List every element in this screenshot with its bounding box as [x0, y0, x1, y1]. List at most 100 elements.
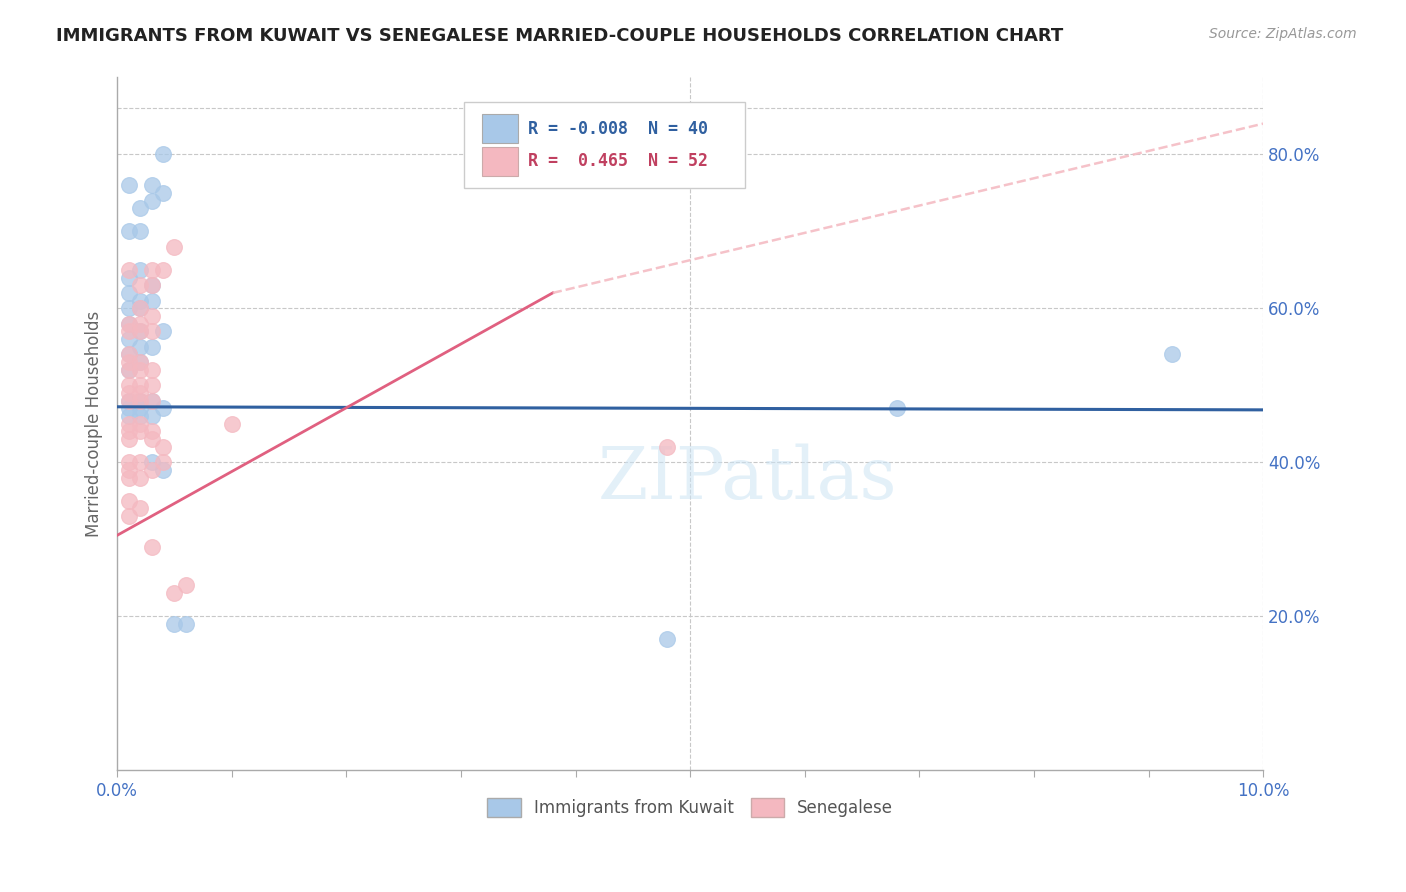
- Text: ZIPatlas: ZIPatlas: [598, 444, 897, 515]
- Point: [141, 425, 163, 439]
- Text: R = -0.008  N = 40: R = -0.008 N = 40: [527, 120, 707, 137]
- Point: [141, 262, 163, 277]
- Point: [129, 378, 152, 392]
- Point: [152, 440, 174, 454]
- Point: [141, 463, 163, 477]
- Point: [118, 363, 141, 377]
- Point: [118, 324, 141, 338]
- Point: [129, 409, 152, 423]
- Legend: Immigrants from Kuwait, Senegalese: Immigrants from Kuwait, Senegalese: [481, 791, 900, 824]
- Point: [129, 393, 152, 408]
- Point: [1160, 347, 1182, 361]
- Point: [118, 378, 141, 392]
- Point: [163, 240, 186, 254]
- Point: [657, 632, 679, 647]
- Point: [129, 340, 152, 354]
- FancyBboxPatch shape: [464, 102, 745, 188]
- Point: [141, 540, 163, 554]
- Point: [129, 455, 152, 469]
- Point: [129, 355, 152, 369]
- Point: [129, 324, 152, 338]
- Point: [129, 355, 152, 369]
- Point: [118, 285, 141, 300]
- Point: [118, 463, 141, 477]
- Point: [118, 355, 141, 369]
- Point: [118, 386, 141, 401]
- Point: [129, 224, 152, 238]
- Point: [118, 317, 141, 331]
- Point: [118, 393, 141, 408]
- Point: [174, 578, 197, 592]
- Point: [129, 501, 152, 516]
- Point: [118, 363, 141, 377]
- Point: [118, 432, 141, 446]
- Point: [141, 378, 163, 392]
- Point: [129, 401, 152, 416]
- Point: [129, 425, 152, 439]
- Point: [118, 417, 141, 431]
- Point: [141, 278, 163, 293]
- FancyBboxPatch shape: [482, 146, 519, 176]
- Point: [118, 425, 141, 439]
- Point: [118, 332, 141, 346]
- Point: [141, 309, 163, 323]
- Point: [129, 301, 152, 316]
- Point: [141, 340, 163, 354]
- Point: [129, 317, 152, 331]
- Point: [141, 293, 163, 308]
- Point: [657, 440, 679, 454]
- Point: [129, 417, 152, 431]
- Point: [118, 509, 141, 524]
- Point: [141, 194, 163, 208]
- Point: [129, 293, 152, 308]
- Point: [129, 393, 152, 408]
- Point: [152, 463, 174, 477]
- Point: [129, 262, 152, 277]
- Point: [118, 301, 141, 316]
- Point: [118, 347, 141, 361]
- Point: [118, 393, 141, 408]
- Point: [152, 324, 174, 338]
- Point: [886, 401, 908, 416]
- Point: [118, 455, 141, 469]
- Point: [118, 401, 141, 416]
- Point: [152, 186, 174, 200]
- Point: [129, 470, 152, 484]
- Point: [118, 270, 141, 285]
- Point: [118, 317, 141, 331]
- Point: [118, 178, 141, 193]
- Point: [141, 409, 163, 423]
- Point: [141, 393, 163, 408]
- Point: [174, 616, 197, 631]
- Point: [163, 616, 186, 631]
- Point: [141, 324, 163, 338]
- FancyBboxPatch shape: [482, 114, 519, 144]
- Point: [152, 147, 174, 161]
- Point: [141, 278, 163, 293]
- Point: [118, 262, 141, 277]
- Point: [152, 262, 174, 277]
- Point: [129, 386, 152, 401]
- Point: [163, 586, 186, 600]
- Y-axis label: Married-couple Households: Married-couple Households: [86, 310, 103, 537]
- Point: [141, 178, 163, 193]
- Point: [152, 401, 174, 416]
- Point: [129, 363, 152, 377]
- Text: R =  0.465  N = 52: R = 0.465 N = 52: [527, 153, 707, 170]
- Point: [141, 432, 163, 446]
- Point: [129, 324, 152, 338]
- Point: [129, 301, 152, 316]
- Point: [141, 455, 163, 469]
- Point: [118, 409, 141, 423]
- Point: [118, 493, 141, 508]
- Point: [129, 201, 152, 215]
- Point: [129, 278, 152, 293]
- Point: [118, 347, 141, 361]
- Text: IMMIGRANTS FROM KUWAIT VS SENEGALESE MARRIED-COUPLE HOUSEHOLDS CORRELATION CHART: IMMIGRANTS FROM KUWAIT VS SENEGALESE MAR…: [56, 27, 1063, 45]
- Point: [141, 393, 163, 408]
- Point: [152, 455, 174, 469]
- Point: [118, 224, 141, 238]
- Point: [118, 470, 141, 484]
- Text: Source: ZipAtlas.com: Source: ZipAtlas.com: [1209, 27, 1357, 41]
- Point: [141, 363, 163, 377]
